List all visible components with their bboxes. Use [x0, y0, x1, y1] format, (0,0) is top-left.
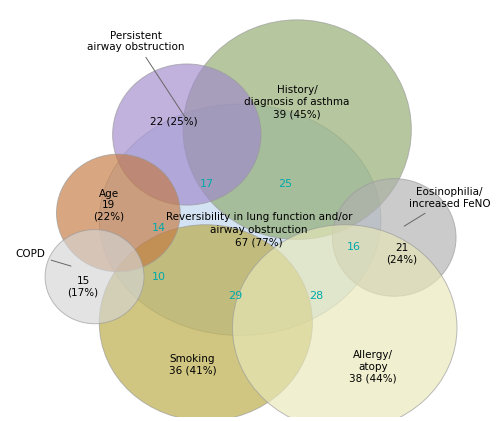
Ellipse shape	[112, 64, 261, 205]
Ellipse shape	[332, 179, 456, 296]
Text: 14: 14	[152, 223, 166, 233]
Text: History/
diagnosis of asthma
39 (45%): History/ diagnosis of asthma 39 (45%)	[244, 85, 350, 120]
Text: COPD: COPD	[16, 249, 71, 266]
Text: 21
(24%): 21 (24%)	[386, 243, 418, 265]
Text: Eosinophilia/
increased FeNO: Eosinophilia/ increased FeNO	[404, 187, 490, 226]
Text: 15
(17%): 15 (17%)	[68, 276, 98, 297]
Ellipse shape	[100, 225, 312, 421]
Ellipse shape	[45, 229, 144, 324]
Ellipse shape	[183, 20, 412, 240]
Text: 16: 16	[347, 242, 361, 252]
Text: 29: 29	[228, 291, 242, 301]
Text: Persistent
airway obstruction: Persistent airway obstruction	[86, 31, 186, 117]
Text: 28: 28	[309, 291, 324, 301]
Ellipse shape	[100, 104, 381, 336]
Text: 10: 10	[152, 272, 166, 282]
Text: Reversibility in lung function and/or
airway obstruction
67 (77%): Reversibility in lung function and/or ai…	[166, 212, 352, 247]
Text: 22 (25%): 22 (25%)	[150, 117, 198, 127]
Text: Smoking
36 (41%): Smoking 36 (41%)	[168, 354, 216, 376]
Text: 25: 25	[278, 179, 292, 189]
Text: Allergy/
atopy
38 (44%): Allergy/ atopy 38 (44%)	[350, 350, 397, 384]
Ellipse shape	[56, 154, 180, 272]
Text: 17: 17	[200, 179, 214, 189]
Ellipse shape	[232, 225, 457, 421]
Text: Age
19
(22%): Age 19 (22%)	[93, 189, 124, 222]
